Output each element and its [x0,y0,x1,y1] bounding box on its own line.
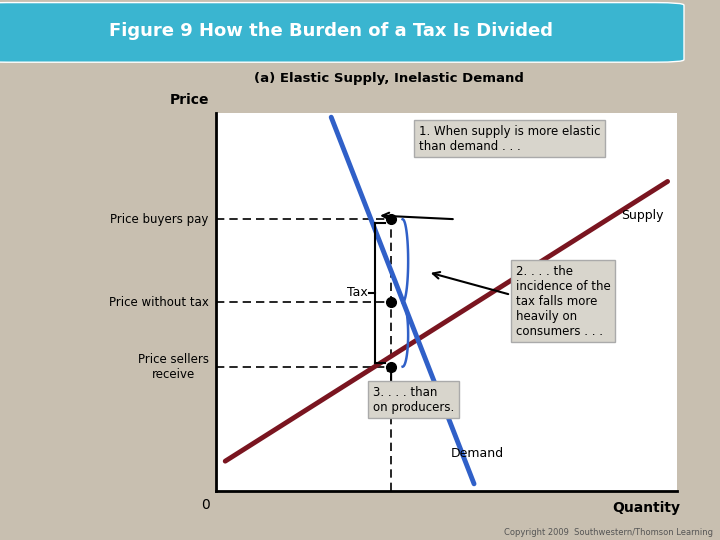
FancyBboxPatch shape [0,3,684,62]
Text: 3. . . . than
on producers.: 3. . . . than on producers. [373,386,454,414]
Text: Price buyers pay: Price buyers pay [110,213,209,226]
Text: Price: Price [169,93,209,107]
Text: Price without tax: Price without tax [109,296,209,309]
Text: 0: 0 [201,498,210,512]
Text: Price sellers
receive: Price sellers receive [138,353,209,381]
Text: (a) Elastic Supply, Inelastic Demand: (a) Elastic Supply, Inelastic Demand [254,72,523,85]
Text: Quantity: Quantity [613,501,680,515]
Text: Figure 9 How the Burden of a Tax Is Divided: Figure 9 How the Burden of a Tax Is Divi… [109,22,553,40]
Text: Copyright 2009  Southwestern/Thomson Learning: Copyright 2009 Southwestern/Thomson Lear… [504,528,713,537]
Text: Demand: Demand [451,447,504,460]
Text: Supply: Supply [621,209,664,222]
Text: 1. When supply is more elastic
than demand . . .: 1. When supply is more elastic than dema… [419,125,600,153]
Text: Tax: Tax [347,286,368,300]
Text: 2. . . . the
incidence of the
tax falls more
heavily on
consumers . . .: 2. . . . the incidence of the tax falls … [516,265,611,338]
